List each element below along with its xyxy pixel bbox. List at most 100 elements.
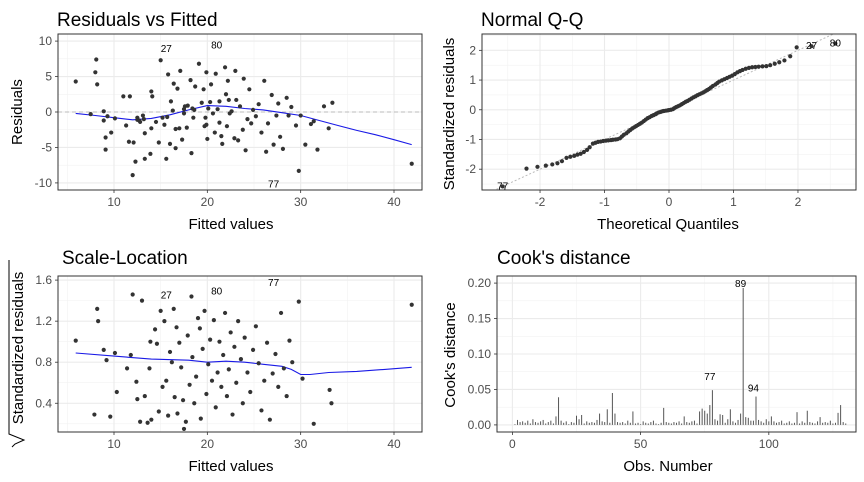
rvf-data-point [274, 113, 279, 118]
qq-data-point [581, 149, 586, 155]
rvf-data-point [280, 146, 286, 151]
sl-data-point [242, 335, 247, 340]
rvf-data-point [88, 112, 93, 117]
qq-data-point [777, 60, 782, 65]
rvf-data-point [93, 70, 98, 75]
sl-data-point [290, 360, 295, 365]
qq-data-point [764, 63, 769, 69]
rvf-x-axis-title: Fitted values [188, 216, 273, 233]
cook-y-tick-label: 0.10 [468, 347, 492, 361]
qq-data-point [575, 152, 580, 157]
qq-y-tick-label: 1 [469, 73, 476, 87]
sl-panel-border [57, 275, 423, 433]
cook-point-label: 94 [748, 383, 760, 394]
sl-data-point [206, 362, 211, 367]
sl-data-point [232, 344, 237, 349]
rvf-data-point [105, 114, 110, 119]
rvf-data-point [217, 99, 222, 104]
sl-data-point [158, 308, 163, 313]
sl-data-point [124, 366, 130, 371]
sl-data-point [187, 382, 192, 387]
sl-data-point [138, 419, 143, 424]
rvf-data-point [278, 134, 283, 139]
rvf-data-point [264, 149, 269, 154]
sl-x-tick-label: 20 [201, 437, 215, 451]
normal-qq-panel: Normal Q-Q Theoretical Quantiles Standar… [441, 10, 857, 233]
rvf-data-point [223, 92, 229, 97]
rvf-data-point [149, 89, 154, 94]
sl-data-point [230, 412, 235, 417]
sl-data-point [95, 306, 100, 311]
rvf-data-point [219, 134, 224, 139]
qq-y-tick-label: -1 [465, 132, 476, 146]
rvf-data-point [164, 156, 169, 161]
sl-data-point [273, 351, 278, 357]
sl-data-point [262, 378, 267, 383]
qq-data-point [772, 61, 777, 66]
cook-y-axis-title: Cook's distance [442, 302, 459, 407]
qq-data-point [543, 163, 548, 168]
rvf-data-point [240, 127, 245, 132]
rvf-data-point [126, 139, 132, 144]
cook-panel-border [496, 275, 857, 433]
sl-data-point [311, 421, 316, 426]
rvf-data-point [326, 126, 331, 131]
rvf-data-point [121, 94, 126, 99]
rvf-data-point [262, 78, 267, 83]
rvf-data-point [166, 72, 171, 77]
sl-smooth-line [75, 352, 412, 376]
sl-data-point [108, 414, 113, 419]
rvf-data-point [409, 161, 414, 166]
qq-data-point [760, 64, 765, 69]
rvf-data-point [148, 151, 153, 156]
sl-data-point [156, 409, 161, 414]
rvf-data-point [298, 113, 303, 118]
rvf-data-point [165, 114, 170, 120]
rvf-data-point [173, 146, 178, 151]
sl-plot-area [73, 292, 414, 432]
rvf-data-point [158, 58, 163, 63]
sl-data-point [409, 302, 414, 307]
qq-data-point [578, 151, 583, 156]
rvf-data-point [236, 138, 241, 143]
rvf-x-tick-label: 10 [107, 195, 121, 209]
rvf-data-point [133, 159, 138, 164]
rvf-data-point [112, 116, 118, 121]
sl-data-point [222, 310, 228, 316]
rvf-data-point [189, 151, 194, 156]
rvf-data-point [181, 111, 187, 116]
rvf-data-point [303, 142, 308, 147]
rvf-data-point [171, 81, 176, 86]
sl-data-point [177, 340, 182, 345]
qq-data-point [524, 166, 529, 171]
sl-data-point [281, 366, 286, 371]
sl-data-point [240, 401, 245, 406]
cook-y-tick-label: 0.05 [468, 382, 492, 396]
cook-y-tick-label: 0.15 [468, 312, 492, 326]
sl-data-point [174, 325, 179, 330]
rvf-data-point [101, 109, 106, 114]
qq-plot-area [493, 34, 838, 190]
rvf-data-point [192, 107, 197, 112]
qq-data-point [756, 64, 761, 69]
sl-data-point [264, 340, 270, 345]
rvf-data-point [149, 126, 154, 131]
sl-data-point [73, 338, 78, 343]
cooks-distance-panel: Cook's distance Obs. Number Cook's dista… [442, 248, 857, 475]
cook-grid [497, 276, 856, 432]
sl-data-point [278, 310, 284, 316]
sl-data-point [134, 379, 139, 384]
rvf-y-tick-label: 0 [45, 105, 52, 119]
rvf-y-tick-label: -5 [41, 140, 52, 154]
rvf-data-point [124, 123, 129, 128]
sl-data-point [329, 401, 334, 406]
rvf-data-point [127, 94, 132, 99]
sl-data-point [208, 337, 213, 342]
sl-data-point [167, 349, 173, 355]
rvf-data-point [249, 121, 254, 126]
rvf-data-point [225, 78, 230, 83]
rvf-data-point [271, 142, 276, 147]
qq-y-tick-label: 2 [469, 43, 476, 57]
qq-title: Normal Q-Q [481, 10, 583, 31]
rvf-data-point [150, 94, 155, 99]
